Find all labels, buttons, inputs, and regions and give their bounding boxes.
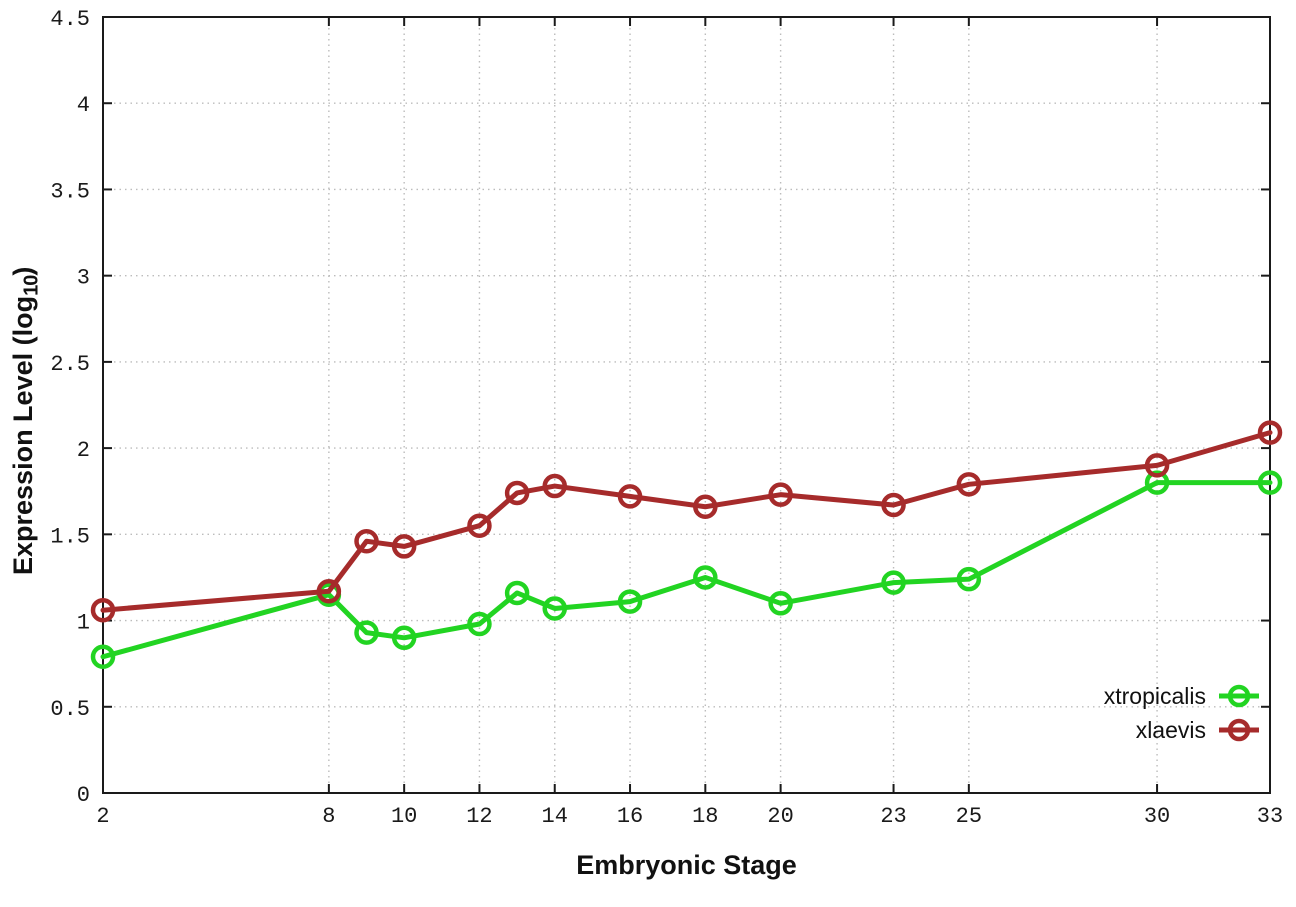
y-tick-label: 2 bbox=[77, 438, 90, 463]
data-point-marker bbox=[316, 578, 342, 604]
data-point-marker bbox=[881, 570, 906, 595]
y-tick-label: 1.5 bbox=[50, 524, 90, 549]
data-point-marker bbox=[1144, 453, 1170, 478]
data-point-marker bbox=[617, 484, 643, 509]
x-tick-labels: 2 8 10 12 14 16 18 20 23 25 30 33 bbox=[96, 804, 1283, 829]
data-point-marker bbox=[693, 565, 718, 590]
x-tick-label: 16 bbox=[617, 804, 643, 829]
y-axis-label-subscript: 10 bbox=[20, 275, 43, 296]
x-tick-label: 2 bbox=[96, 804, 109, 829]
series-xtropicalis bbox=[90, 470, 1283, 670]
y-tick-label: 0.5 bbox=[50, 697, 90, 722]
data-point-marker bbox=[1144, 470, 1170, 495]
legend-label: xlaevis bbox=[1135, 716, 1206, 743]
x-tick-label: 30 bbox=[1144, 804, 1170, 829]
data-point-marker bbox=[881, 492, 906, 518]
data-point-marker bbox=[542, 596, 567, 621]
chart-legend: xtropicalis xlaevis bbox=[1104, 682, 1260, 744]
data-point-marker bbox=[956, 472, 982, 497]
x-tick-label: 12 bbox=[466, 804, 492, 829]
x-tick-label: 10 bbox=[391, 804, 417, 829]
legend-line-marker-icon bbox=[1219, 684, 1259, 708]
data-point-marker bbox=[467, 513, 492, 538]
gridlines bbox=[102, 16, 1271, 794]
x-tick-label: 23 bbox=[880, 804, 906, 829]
data-point-marker bbox=[956, 566, 982, 592]
data-point-marker bbox=[1257, 470, 1283, 495]
y-tick-label: 3.5 bbox=[50, 179, 90, 204]
plot-border bbox=[102, 16, 1271, 794]
y-tick-label: 3 bbox=[77, 266, 90, 291]
data-point-marker bbox=[391, 625, 417, 651]
data-point-marker bbox=[391, 534, 417, 559]
data-point-marker bbox=[90, 597, 116, 623]
legend-line-marker-icon bbox=[1219, 718, 1259, 742]
series-xlaevis bbox=[90, 420, 1283, 623]
data-point-marker bbox=[768, 591, 793, 616]
x-tick-label: 18 bbox=[692, 804, 718, 829]
y-tick-label: 1 bbox=[77, 611, 90, 636]
x-axis-label: Embryonic Stage bbox=[576, 850, 797, 880]
x-tick-label: 25 bbox=[956, 804, 982, 829]
y-tick-label: 4.5 bbox=[50, 7, 90, 32]
y-axis-label-text: Expression Level (log bbox=[8, 295, 38, 575]
data-point-marker bbox=[1257, 420, 1283, 445]
y-axis-label: Expression Level (log10) bbox=[8, 267, 44, 575]
tick-marks bbox=[102, 16, 1271, 794]
data-point-marker bbox=[504, 580, 530, 606]
data-point-marker bbox=[693, 494, 718, 519]
series-line bbox=[100, 480, 1273, 660]
x-tick-label: 14 bbox=[542, 804, 568, 829]
y-axis-label-suffix: ) bbox=[8, 266, 38, 276]
y-tick-label: 4 bbox=[77, 93, 90, 118]
y-tick-label: 0 bbox=[77, 783, 90, 808]
data-point-marker bbox=[617, 589, 643, 614]
data-point-marker bbox=[542, 473, 567, 499]
x-tick-label: 33 bbox=[1257, 804, 1283, 829]
legend-entry-xlaevis: xlaevis bbox=[1104, 716, 1260, 744]
data-point-marker bbox=[768, 482, 793, 507]
y-tick-labels: 0 0.5 1 1.5 2 2.5 3 3.5 4 4.5 bbox=[50, 7, 90, 808]
x-tick-label: 8 bbox=[322, 804, 335, 829]
data-point-marker bbox=[354, 528, 379, 554]
x-tick-label: 20 bbox=[767, 804, 793, 829]
legend-label: xtropicalis bbox=[1103, 682, 1206, 709]
data-point-marker bbox=[467, 611, 492, 637]
series-line bbox=[100, 430, 1273, 613]
legend-entry-xtropicalis: xtropicalis bbox=[1104, 682, 1260, 710]
data-point-marker bbox=[90, 644, 116, 670]
data-point-marker bbox=[354, 620, 379, 645]
data-point-marker bbox=[504, 480, 530, 506]
y-tick-label: 2.5 bbox=[50, 352, 90, 377]
